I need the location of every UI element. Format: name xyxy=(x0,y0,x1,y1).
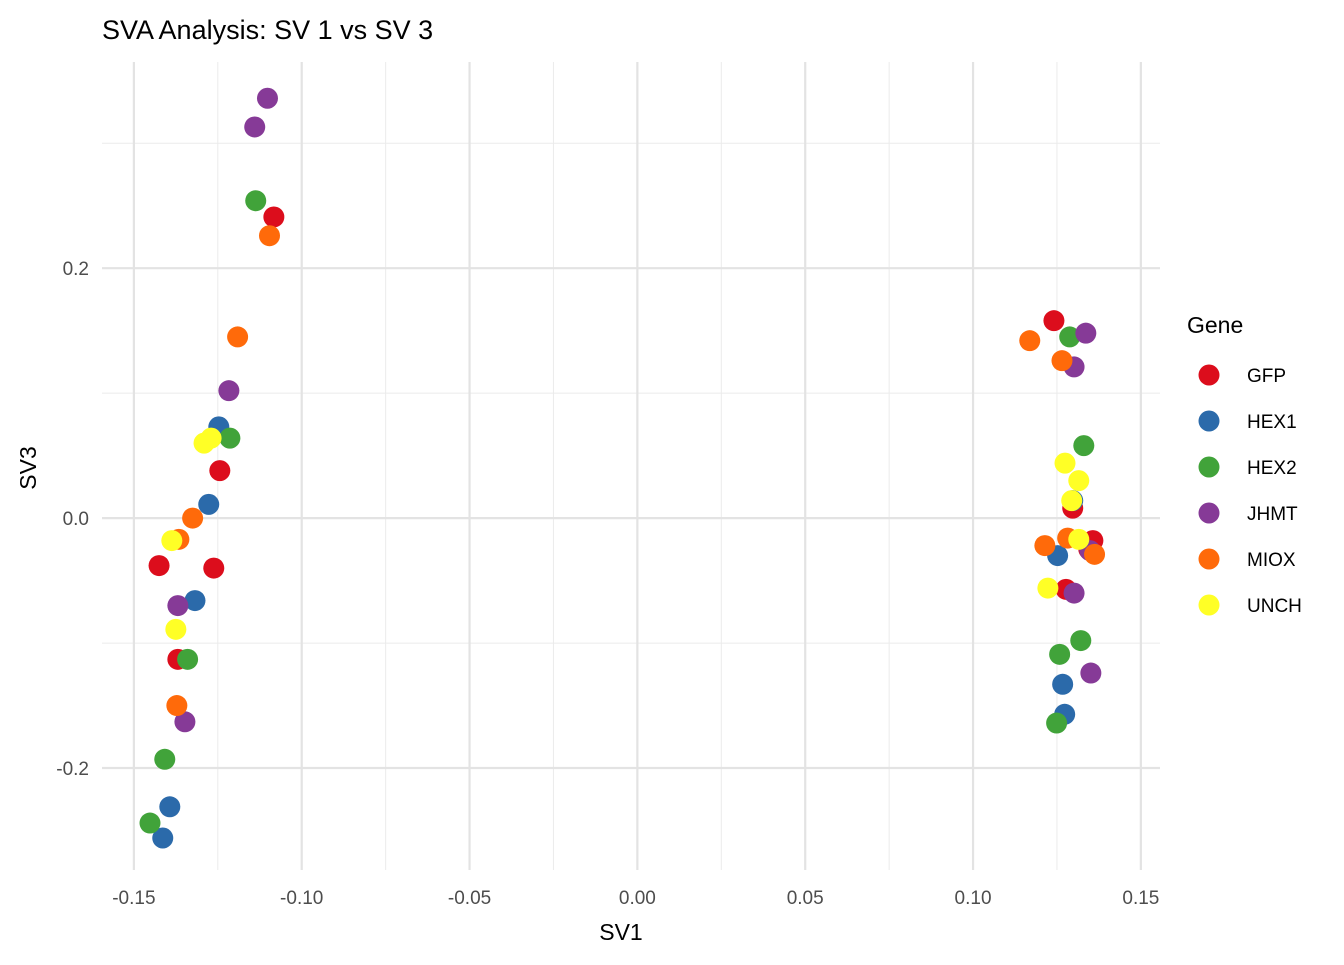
point-hex2 xyxy=(1049,643,1071,665)
point-jhmt xyxy=(218,380,240,402)
point-unch xyxy=(1037,577,1059,599)
legend-key-unch xyxy=(1198,594,1220,616)
point-miox xyxy=(1051,350,1073,372)
point-miox xyxy=(1019,330,1041,352)
point-jhmt xyxy=(244,116,266,138)
point-hex2 xyxy=(1070,630,1092,652)
point-miox xyxy=(182,507,204,529)
x-axis-label: SV1 xyxy=(599,919,642,945)
legend-key-gfp xyxy=(1198,364,1220,386)
point-hex1 xyxy=(159,796,181,818)
x-tick-label: -0.15 xyxy=(112,888,155,909)
point-gfp xyxy=(1043,310,1065,332)
x-tick-label: -0.10 xyxy=(280,888,323,909)
point-gfp xyxy=(209,460,231,482)
y-axis-label: SV3 xyxy=(15,446,41,489)
point-hex2 xyxy=(1073,435,1095,457)
point-hex2 xyxy=(1059,326,1081,348)
x-tick-label: 0.00 xyxy=(619,888,656,909)
chart-title: SVA Analysis: SV 1 vs SV 3 xyxy=(102,15,433,45)
point-hex2 xyxy=(245,190,267,212)
y-tick-label: -0.2 xyxy=(56,759,89,780)
point-gfp xyxy=(263,206,285,228)
legend-title: Gene xyxy=(1187,312,1243,338)
point-hex2 xyxy=(177,648,199,670)
data-points xyxy=(139,87,1106,849)
x-tick-label: 0.10 xyxy=(955,888,992,909)
legend: GFP HEX1 HEX2 JHMT MIOX UNCH xyxy=(1198,364,1302,617)
legend-label: HEX2 xyxy=(1247,458,1297,479)
point-jhmt xyxy=(1080,662,1102,684)
point-unch xyxy=(161,530,183,552)
point-miox xyxy=(166,695,188,717)
point-unch xyxy=(1061,490,1083,512)
point-unch xyxy=(1054,452,1076,474)
point-hex2 xyxy=(1046,712,1068,734)
point-miox xyxy=(1034,535,1056,557)
grid xyxy=(102,62,1160,870)
point-hex2 xyxy=(139,812,161,834)
point-miox xyxy=(227,326,249,348)
legend-label: HEX1 xyxy=(1247,412,1297,433)
point-jhmt xyxy=(174,711,196,733)
point-hex2 xyxy=(154,748,176,770)
point-miox xyxy=(258,225,280,247)
legend-label: GFP xyxy=(1247,366,1286,387)
point-jhmt xyxy=(1063,582,1085,604)
x-tick-label: 0.15 xyxy=(1122,888,1159,909)
legend-key-miox xyxy=(1198,548,1220,570)
x-tick-label: -0.05 xyxy=(448,888,491,909)
point-hex2 xyxy=(219,427,241,449)
point-miox xyxy=(1084,543,1106,565)
point-gfp xyxy=(203,557,225,579)
legend-label: UNCH xyxy=(1247,596,1302,617)
point-jhmt xyxy=(167,595,189,617)
legend-key-hex2 xyxy=(1198,456,1220,478)
y-tick-label: 0.0 xyxy=(63,509,89,530)
x-tick-labels: -0.15 -0.10 -0.05 0.00 0.05 0.10 0.15 xyxy=(112,888,1159,909)
legend-key-hex1 xyxy=(1198,410,1220,432)
point-unch xyxy=(200,427,222,449)
legend-label: JHMT xyxy=(1247,504,1298,525)
y-tick-label: 0.2 xyxy=(63,259,89,280)
point-unch xyxy=(165,618,187,640)
point-gfp xyxy=(148,555,170,577)
point-unch xyxy=(1068,528,1090,550)
legend-label: MIOX xyxy=(1247,550,1296,571)
x-tick-label: 0.05 xyxy=(787,888,824,909)
y-tick-labels: -0.2 0.0 0.2 xyxy=(56,259,89,780)
point-hex1 xyxy=(152,827,174,849)
point-hex1 xyxy=(1052,673,1074,695)
legend-key-jhmt xyxy=(1198,502,1220,524)
point-hex1 xyxy=(184,590,206,612)
point-jhmt xyxy=(256,87,278,109)
point-unch xyxy=(1068,470,1090,492)
point-jhmt xyxy=(1075,322,1097,344)
point-hex1 xyxy=(198,493,220,515)
